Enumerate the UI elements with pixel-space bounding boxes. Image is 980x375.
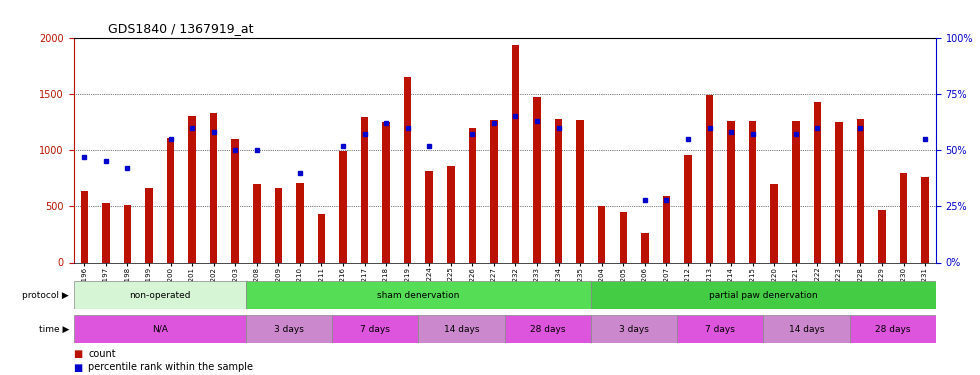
Text: protocol ▶: protocol ▶ xyxy=(23,291,70,300)
Text: 7 days: 7 days xyxy=(706,324,735,334)
Bar xyxy=(339,151,347,262)
Text: time ▶: time ▶ xyxy=(39,324,70,334)
Bar xyxy=(555,118,563,262)
Bar xyxy=(598,206,606,262)
Text: partial paw denervation: partial paw denervation xyxy=(710,291,817,300)
Bar xyxy=(727,121,735,262)
Text: 3 days: 3 days xyxy=(274,324,304,334)
Bar xyxy=(231,139,239,262)
Bar xyxy=(404,77,412,262)
Text: sham denervation: sham denervation xyxy=(377,291,460,300)
Bar xyxy=(145,188,153,262)
Bar xyxy=(80,190,88,262)
Bar xyxy=(619,212,627,262)
Bar xyxy=(167,138,174,262)
Bar xyxy=(591,281,936,309)
Text: percentile rank within the sample: percentile rank within the sample xyxy=(88,363,253,372)
Text: 14 days: 14 days xyxy=(444,324,479,334)
Bar xyxy=(641,232,649,262)
Bar xyxy=(763,315,850,343)
Text: GDS1840 / 1367919_at: GDS1840 / 1367919_at xyxy=(108,22,254,35)
Text: ■: ■ xyxy=(74,363,82,372)
Bar xyxy=(900,172,907,262)
Bar xyxy=(382,122,390,262)
Text: ■: ■ xyxy=(74,350,82,359)
Bar xyxy=(418,315,505,343)
Bar xyxy=(253,184,261,262)
Bar xyxy=(857,118,864,262)
Bar xyxy=(576,120,584,262)
Bar xyxy=(274,188,282,262)
Bar xyxy=(246,315,332,343)
Text: 28 days: 28 days xyxy=(530,324,565,334)
Text: 3 days: 3 days xyxy=(619,324,649,334)
Bar xyxy=(332,315,418,343)
Bar xyxy=(505,315,591,343)
Bar xyxy=(318,214,325,262)
Bar xyxy=(662,196,670,262)
Bar xyxy=(677,315,763,343)
Bar xyxy=(512,45,519,262)
Bar xyxy=(246,281,591,309)
Bar xyxy=(188,116,196,262)
Text: count: count xyxy=(88,350,116,359)
Bar xyxy=(296,183,304,262)
Bar xyxy=(361,117,368,262)
Bar xyxy=(850,315,936,343)
Bar xyxy=(878,210,886,262)
Bar xyxy=(749,121,757,262)
Bar xyxy=(447,166,455,262)
Bar xyxy=(468,128,476,262)
Text: 7 days: 7 days xyxy=(361,324,390,334)
Bar xyxy=(102,203,110,262)
Text: 28 days: 28 days xyxy=(875,324,910,334)
Bar xyxy=(770,184,778,262)
Text: non-operated: non-operated xyxy=(129,291,190,300)
Text: 14 days: 14 days xyxy=(789,324,824,334)
Bar xyxy=(835,122,843,262)
Bar xyxy=(74,281,246,309)
Bar xyxy=(210,113,218,262)
Bar xyxy=(74,315,246,343)
Bar xyxy=(425,171,433,262)
Text: N/A: N/A xyxy=(152,324,168,334)
Bar xyxy=(591,315,677,343)
Bar xyxy=(921,177,929,262)
Bar xyxy=(490,120,498,262)
Bar xyxy=(684,154,692,262)
Bar xyxy=(706,95,713,262)
Bar xyxy=(813,102,821,262)
Bar xyxy=(123,205,131,262)
Bar xyxy=(792,121,800,262)
Bar xyxy=(533,97,541,262)
